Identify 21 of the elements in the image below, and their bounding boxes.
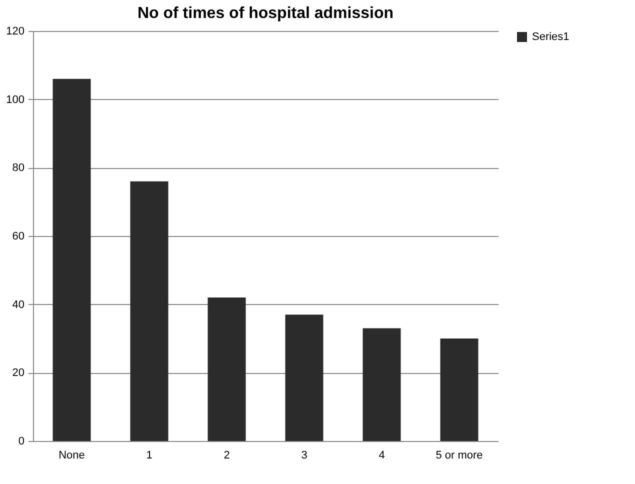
bar <box>130 181 168 441</box>
legend-label: Series1 <box>532 31 570 43</box>
x-tick-label: 4 <box>378 450 385 462</box>
x-tick-label: 1 <box>146 450 152 462</box>
bar <box>208 298 246 441</box>
bar <box>285 314 324 441</box>
y-tick-label: 0 <box>18 436 24 448</box>
y-tick-label: 20 <box>12 367 24 380</box>
chart-title: No of times of hospital admission <box>137 5 394 22</box>
y-tick-label: 100 <box>6 94 24 106</box>
bar <box>440 338 478 441</box>
y-tick-label: 60 <box>12 230 24 242</box>
x-tick-label: 2 <box>224 450 230 462</box>
y-tick-label: 80 <box>12 162 24 174</box>
bar <box>362 328 401 441</box>
bar <box>52 78 91 441</box>
y-tick-label: 120 <box>6 26 24 38</box>
x-tick-label: None <box>58 450 85 462</box>
y-tick-label: 40 <box>12 298 24 311</box>
x-tick-label: 5 or more <box>436 450 483 462</box>
x-tick-label: 3 <box>301 450 308 462</box>
